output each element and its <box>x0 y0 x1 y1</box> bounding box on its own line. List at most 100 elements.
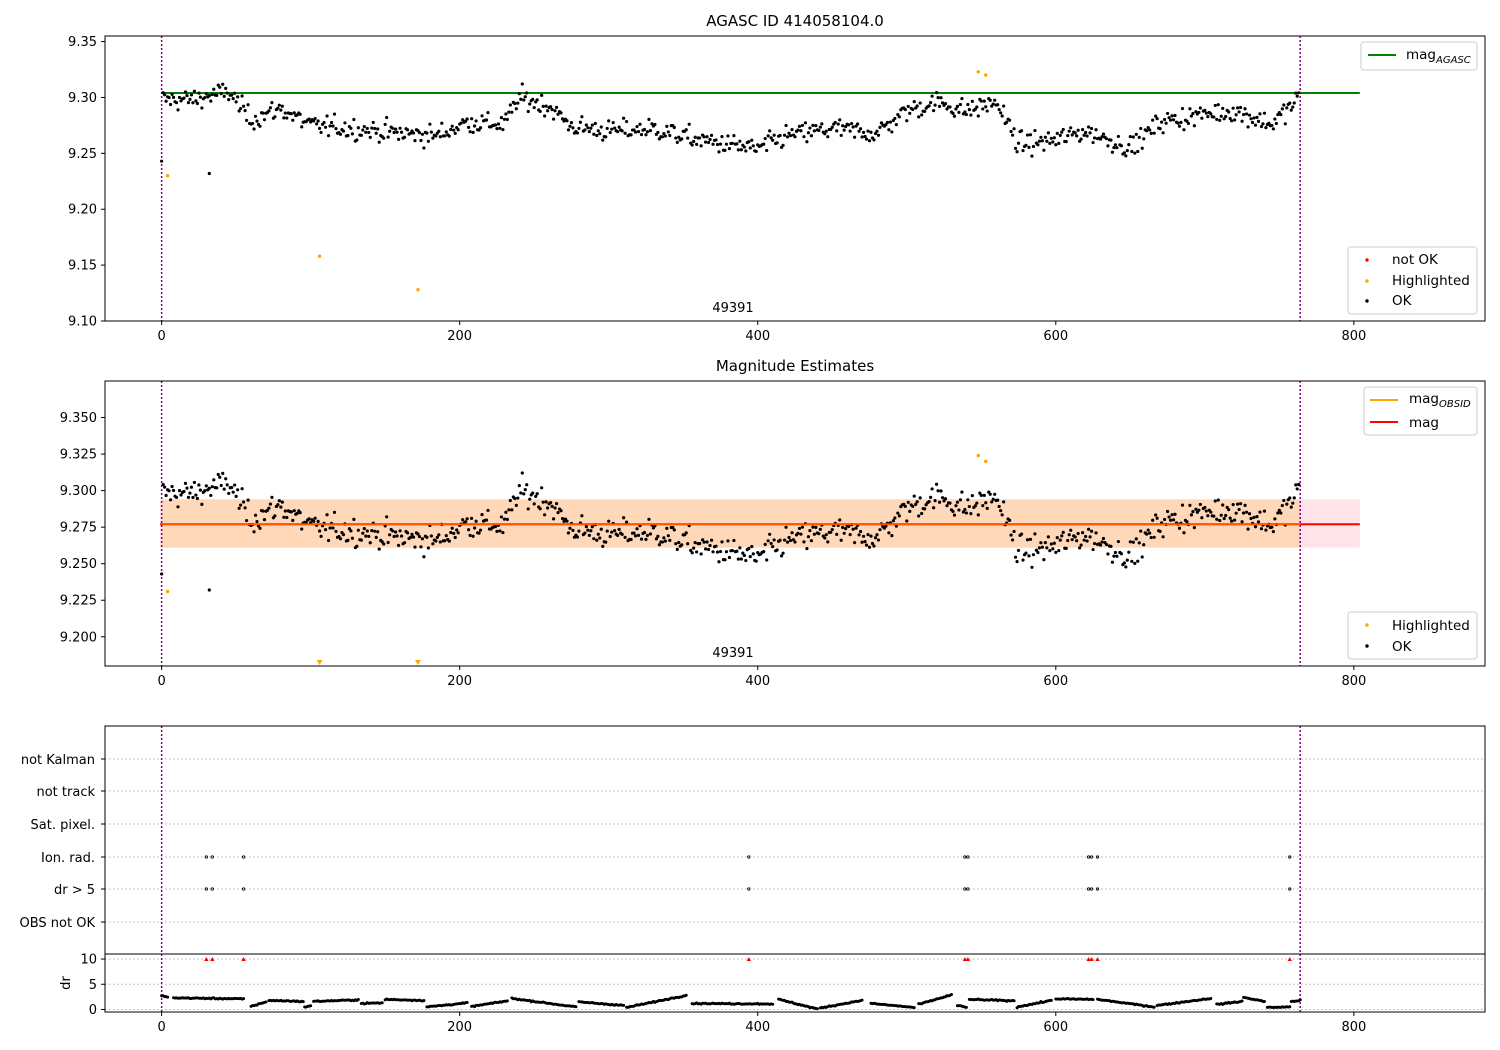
ok-point <box>300 527 304 531</box>
ok-point <box>411 131 416 135</box>
ok-point <box>604 135 608 139</box>
ok-point <box>750 544 754 549</box>
ok-point <box>967 504 971 509</box>
ok-point <box>1295 94 1299 98</box>
ok-point <box>435 535 439 539</box>
ok-point <box>176 108 180 112</box>
ok-point <box>960 96 964 101</box>
ok-point <box>1297 482 1301 487</box>
ok-point <box>577 529 581 533</box>
panel2-obsid-label: 49391 <box>712 646 753 661</box>
ok-point <box>499 115 504 120</box>
ok-point <box>183 90 188 94</box>
ok-point <box>875 533 879 537</box>
ok-point <box>325 114 329 118</box>
dr-flag-marker <box>210 957 215 962</box>
ok-point <box>747 140 751 144</box>
ok-point <box>730 548 735 553</box>
ok-point <box>361 531 365 535</box>
ok-point <box>826 540 830 544</box>
ok-point <box>1057 549 1061 553</box>
ok-point <box>605 126 609 131</box>
ok-point <box>437 533 441 537</box>
ok-point <box>751 552 755 556</box>
ok-point <box>437 129 441 133</box>
ok-point <box>639 537 644 541</box>
ok-point <box>486 111 490 115</box>
dr-point <box>860 998 864 1002</box>
ok-point <box>1234 511 1238 515</box>
flag-category-labels: not Kalman not track Sat. pixel. Ion. ra… <box>20 753 96 931</box>
flag-label-ion-rad: Ion. rad. <box>41 851 95 866</box>
ok-point <box>705 540 709 544</box>
ok-point <box>1002 500 1006 504</box>
ok-point <box>1025 538 1030 542</box>
ok-point <box>1000 114 1004 118</box>
ok-point <box>167 96 171 100</box>
ok-point <box>227 491 231 496</box>
ok-point <box>1250 120 1255 125</box>
flag-marker <box>1095 887 1100 891</box>
ok-point <box>1039 541 1043 545</box>
ok-point <box>771 544 775 549</box>
ok-point <box>976 513 980 517</box>
ok-point <box>917 115 921 119</box>
ok-point <box>672 528 676 532</box>
ok-point <box>546 109 550 113</box>
ok-point <box>531 491 535 495</box>
ok-point <box>858 127 863 131</box>
ok-point <box>1230 519 1234 523</box>
panel1-ytick-label: 9.25 <box>68 147 97 162</box>
ok-point <box>224 477 228 481</box>
ok-point <box>1045 139 1049 143</box>
ok-point <box>188 491 192 495</box>
ok-point <box>1070 133 1074 137</box>
ok-point <box>316 119 320 123</box>
ok-point <box>1128 540 1132 544</box>
ok-point <box>838 118 842 122</box>
ok-point <box>1086 527 1091 531</box>
ok-point <box>1240 520 1244 524</box>
ok-point <box>385 115 389 120</box>
ok-point <box>478 126 483 130</box>
ok-point <box>1167 515 1171 519</box>
ok-point <box>449 530 453 535</box>
ok-point <box>349 529 353 533</box>
ok-point <box>1040 545 1044 549</box>
ok-point <box>993 98 997 102</box>
ok-point <box>958 498 963 502</box>
ok-point <box>470 516 474 520</box>
ok-point <box>386 135 390 139</box>
ok-point <box>1081 127 1085 132</box>
ok-point <box>589 126 593 130</box>
dr-point <box>356 998 360 1002</box>
ok-point <box>267 109 271 113</box>
ok-point <box>188 97 192 101</box>
ok-point <box>605 529 609 533</box>
ok-point <box>1009 129 1013 134</box>
ok-point <box>523 95 527 99</box>
dr-point <box>964 1005 968 1009</box>
ok-point <box>590 123 594 127</box>
ok-point <box>741 551 745 555</box>
ok-point <box>538 507 542 511</box>
ok-point <box>727 147 732 151</box>
ok-point <box>584 525 588 529</box>
ok-point <box>952 513 957 517</box>
ok-point <box>1247 512 1252 516</box>
ok-point <box>243 109 247 113</box>
ok-point <box>318 126 322 130</box>
ok-point <box>465 117 469 121</box>
ok-point <box>1244 510 1249 514</box>
ok-point <box>675 547 679 551</box>
ok-point <box>595 133 599 138</box>
ok-point <box>447 134 451 138</box>
ok-point <box>957 508 961 512</box>
ok-point <box>636 533 641 537</box>
dr-flag-marker <box>1287 957 1292 962</box>
ok-point <box>1258 112 1262 116</box>
ok-point <box>635 124 639 129</box>
ok-point <box>161 482 165 487</box>
ok-point <box>160 572 164 576</box>
ok-point <box>970 494 974 498</box>
